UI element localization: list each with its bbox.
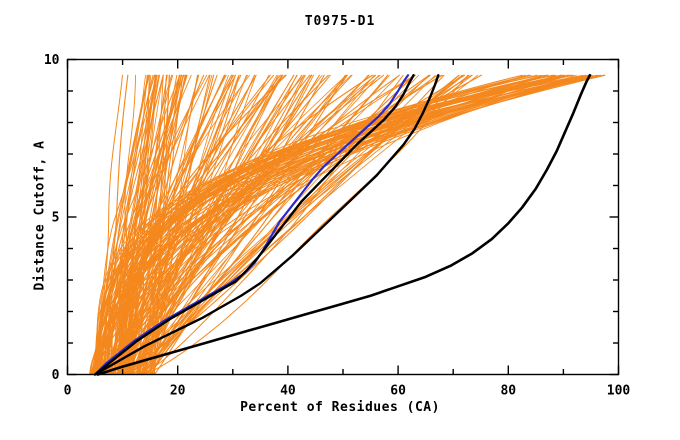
- ensemble-curve: [131, 74, 305, 376]
- ensemble-curve: [97, 74, 237, 376]
- ensemble-curve: [109, 74, 598, 375]
- ensemble-curve: [101, 74, 600, 375]
- ensemble-curve: [112, 74, 570, 375]
- series-highlight-blue: [93, 74, 410, 376]
- x-tick-label: 20: [170, 384, 186, 399]
- tick-labels-layer: 0 20 40 60 80 100 0 5 10: [44, 53, 631, 399]
- ensemble-curve: [98, 74, 173, 375]
- y-axis-label: Distance Cutoff, A: [32, 140, 48, 291]
- x-axis-label: Percent of Residues (CA): [240, 400, 440, 415]
- x-tick-label: 80: [500, 384, 516, 399]
- ensemble-curve: [120, 74, 606, 376]
- y-tick-label: 0: [52, 368, 60, 383]
- series-reference-black-2: [93, 74, 440, 376]
- ensemble-curve: [98, 74, 591, 376]
- y-tick-label: 10: [44, 53, 60, 68]
- x-tick-label: 40: [280, 384, 296, 399]
- y-tick-label: 5: [52, 211, 60, 226]
- x-tick-label: 100: [607, 384, 631, 399]
- ensemble-curve: [123, 74, 606, 376]
- ensemble-curve: [95, 74, 572, 375]
- series-reference-black-3: [96, 73, 592, 376]
- x-tick-label: 0: [64, 384, 72, 399]
- ensemble-curve: [142, 74, 312, 376]
- axes-layer: [66, 58, 620, 376]
- ensemble-curve: [128, 74, 587, 375]
- x-tick-label: 60: [390, 384, 406, 399]
- ensemble-curve: [107, 74, 592, 375]
- ensemble-curve: [105, 74, 158, 375]
- curves-layer: [89, 73, 606, 376]
- ensemble-curve: [150, 74, 242, 375]
- ensemble-curve: [122, 74, 605, 376]
- ensemble-curve: [132, 74, 577, 375]
- ensemble-curve: [126, 74, 598, 376]
- ensemble-curve: [95, 74, 590, 376]
- page-title: T0975-D1: [304, 14, 376, 29]
- series-reference-black-1: [93, 74, 415, 376]
